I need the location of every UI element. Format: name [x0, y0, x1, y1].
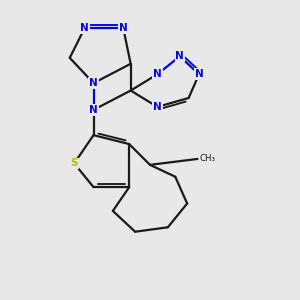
Text: N: N — [80, 23, 89, 33]
Text: CH₃: CH₃ — [199, 154, 215, 164]
Text: N: N — [89, 78, 98, 88]
Text: N: N — [175, 51, 184, 62]
Text: N: N — [119, 23, 128, 33]
Text: S: S — [70, 158, 78, 168]
Text: N: N — [89, 105, 98, 115]
Text: N: N — [153, 102, 162, 112]
Text: N: N — [153, 69, 162, 79]
Text: N: N — [195, 69, 203, 79]
